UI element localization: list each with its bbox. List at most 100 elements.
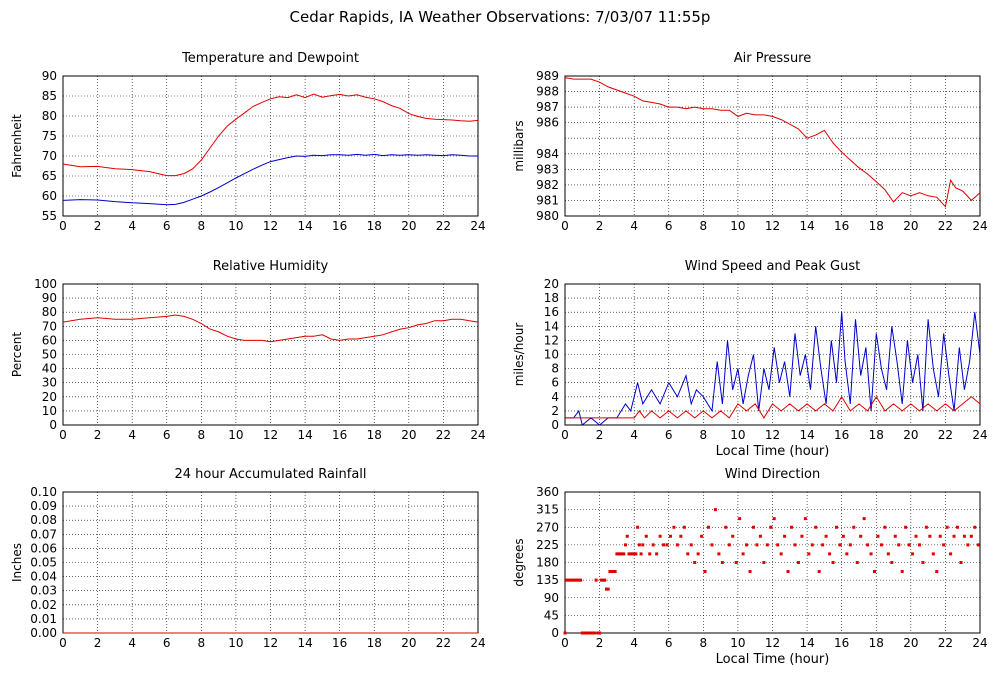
humidity-ytick-label: 40 <box>42 362 57 376</box>
rain-xtick-label: 2 <box>94 636 102 650</box>
pressure-xtick-label: 6 <box>665 219 673 233</box>
humidity-ytick-label: 30 <box>42 376 57 390</box>
winddir-point <box>866 543 870 547</box>
winddir-point <box>596 631 600 635</box>
humidity-ytick-label: 0 <box>49 418 57 432</box>
humidity-ytick-label: 80 <box>42 305 57 319</box>
winddir-point <box>713 508 717 512</box>
pressure-ytick-label: 982 <box>536 178 559 192</box>
winddir-xtick-label: 20 <box>903 636 918 650</box>
temp-xtick-label: 14 <box>297 219 312 233</box>
wind-ytick-label: 14 <box>544 319 559 333</box>
temp-xtick-label: 0 <box>59 219 67 233</box>
winddir-point <box>662 543 666 547</box>
winddir-point <box>762 561 766 564</box>
humidity-ytick-label: 90 <box>42 291 57 305</box>
winddir-point <box>845 552 849 556</box>
rain-xtick-label: 20 <box>401 636 416 650</box>
temp-xtick-label: 8 <box>198 219 206 233</box>
winddir-point <box>928 534 932 538</box>
winddir-point <box>608 570 612 574</box>
wind-xtick-label: 10 <box>730 428 745 442</box>
winddir-point <box>584 631 588 635</box>
humidity-ytick-label: 100 <box>34 277 57 291</box>
rain-ytick-label: 0.09 <box>30 499 57 513</box>
winddir-xtick-label: 14 <box>799 636 814 650</box>
winddir-point <box>769 525 773 529</box>
winddir-point <box>700 534 704 538</box>
winddir-point <box>668 534 672 538</box>
winddir-point <box>783 534 787 538</box>
winddir-point <box>949 552 953 556</box>
winddir-point <box>852 525 856 529</box>
wind-xtick-label: 18 <box>869 428 884 442</box>
winddir-point <box>630 552 634 556</box>
winddir-point <box>869 552 873 556</box>
humidity-xtick-label: 16 <box>332 428 347 442</box>
winddir-xtick-label: 22 <box>938 636 953 650</box>
winddir-point <box>879 543 883 547</box>
winddir-ytick-label: 0 <box>551 626 559 640</box>
winddir-point <box>886 552 890 556</box>
winddir-point <box>862 517 866 521</box>
winddir-xtick-label: 10 <box>730 636 745 650</box>
winddir-ytick-label: 90 <box>544 591 559 605</box>
temp-title: Temperature and Dewpoint <box>181 51 359 66</box>
rain-ytick-label: 0.02 <box>30 598 57 612</box>
winddir-point <box>568 578 572 582</box>
temp-ytick-label: 85 <box>42 89 57 103</box>
wind-ytick-label: 0 <box>551 418 559 432</box>
wind-xtick-label: 16 <box>834 428 849 442</box>
winddir-point <box>620 552 624 556</box>
winddir-point <box>625 534 629 538</box>
winddir-point <box>601 578 605 582</box>
winddir-xtick-label: 16 <box>834 636 849 650</box>
winddir-point <box>598 631 602 635</box>
winddir-ytick-label: 315 <box>536 503 559 517</box>
page-title: Cedar Rapids, IA Weather Observations: 7… <box>289 8 711 26</box>
winddir-point <box>724 525 728 529</box>
winddir-point <box>803 517 807 521</box>
winddir-ylabel: degrees <box>512 538 526 586</box>
wind-xtick-label: 12 <box>765 428 780 442</box>
winddir-point <box>796 561 800 564</box>
winddir-chart: 0 2 4 6 8 10 12 14 16 18 20 22 240459013518022527031… <box>512 467 988 667</box>
winddir-title: Wind Direction <box>725 467 821 482</box>
winddir-point <box>969 534 973 538</box>
wind-xtick-label: 22 <box>938 428 953 442</box>
rain-xtick-label: 10 <box>228 636 243 650</box>
winddir-point <box>585 631 589 635</box>
winddir-point <box>786 570 790 574</box>
pressure-title: Air Pressure <box>734 51 812 66</box>
humidity-xtick-label: 0 <box>59 428 67 442</box>
winddir-ytick-label: 270 <box>536 520 559 534</box>
temp-series-line-1 <box>62 153 478 206</box>
wind-xtick-label: 24 <box>972 428 987 442</box>
humidity-ytick-label: 50 <box>42 348 57 362</box>
winddir-point <box>897 543 901 547</box>
winddir-point <box>751 525 755 529</box>
wind-xtick-label: 4 <box>630 428 638 442</box>
humidity-xtick-label: 8 <box>198 428 206 442</box>
winddir-point <box>734 561 738 564</box>
winddir-point <box>800 534 804 538</box>
winddir-point <box>945 525 949 529</box>
winddir-point <box>834 525 838 529</box>
wind-ytick-label: 6 <box>551 376 559 390</box>
pressure-xtick-label: 0 <box>561 219 569 233</box>
winddir-point <box>566 578 570 582</box>
winddir-point <box>859 534 863 538</box>
pressure-ytick-label: 980 <box>536 209 559 223</box>
winddir-point <box>632 552 636 556</box>
pressure-series-line-0 <box>564 77 981 208</box>
winddir-point <box>779 552 783 556</box>
wind-ytick-label: 4 <box>551 390 559 404</box>
winddir-point <box>611 570 615 574</box>
winddir-point <box>776 543 780 547</box>
winddir-point <box>641 543 645 547</box>
winddir-point <box>644 534 648 538</box>
winddir-point <box>573 578 577 582</box>
winddir-ytick-label: 180 <box>536 556 559 570</box>
winddir-xtick-label: 8 <box>700 636 708 650</box>
pressure-xtick-label: 18 <box>869 219 884 233</box>
